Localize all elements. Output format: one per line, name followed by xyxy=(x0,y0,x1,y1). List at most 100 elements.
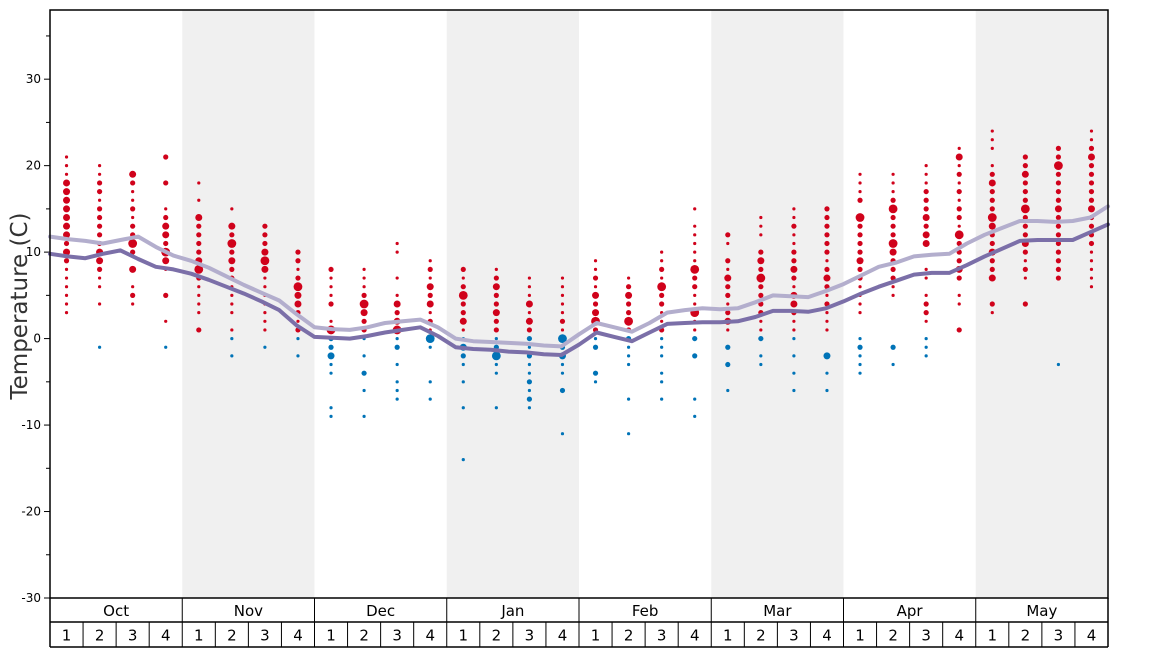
warm-reading-dot xyxy=(228,257,236,265)
week-label: 4 xyxy=(161,627,171,645)
warm-reading-dot xyxy=(989,240,995,247)
warm-reading-dot xyxy=(890,214,896,221)
warm-reading-dot xyxy=(1022,249,1028,255)
warm-reading-dot xyxy=(858,189,862,194)
warm-reading-dot xyxy=(592,291,600,299)
warm-reading-dot xyxy=(428,311,432,315)
warm-reading-dot xyxy=(164,207,168,211)
warm-reading-dot xyxy=(328,301,334,307)
warm-reading-dot xyxy=(426,283,434,291)
warm-reading-dot xyxy=(825,259,829,263)
cold-reading-dot xyxy=(792,388,796,393)
warm-reading-dot xyxy=(693,241,697,246)
cold-reading-dot xyxy=(891,362,895,367)
warm-reading-dot xyxy=(858,285,862,289)
warm-reading-dot xyxy=(693,207,697,211)
warm-reading-dot xyxy=(990,164,994,168)
warm-reading-dot xyxy=(560,285,565,289)
cold-reading-dot xyxy=(660,354,664,358)
warm-reading-dot xyxy=(957,293,961,297)
warm-reading-dot xyxy=(263,276,267,280)
cold-reading-dot xyxy=(361,370,367,376)
cold-reading-dot xyxy=(394,344,400,350)
cold-reading-dot xyxy=(725,344,731,350)
warm-reading-dot xyxy=(758,249,764,255)
warm-reading-dot xyxy=(395,241,399,246)
warm-reading-dot xyxy=(263,311,267,315)
month-label: Nov xyxy=(234,602,263,620)
cold-reading-dot xyxy=(395,380,399,384)
week-label: 4 xyxy=(425,627,435,645)
month-label: Oct xyxy=(103,602,129,620)
month-label: Dec xyxy=(366,602,395,620)
warm-reading-dot xyxy=(64,302,69,306)
warm-reading-dot xyxy=(725,258,731,264)
warm-reading-dot xyxy=(625,284,632,290)
warm-reading-dot xyxy=(1055,180,1062,186)
warm-reading-dot xyxy=(1054,205,1062,213)
week-label: 2 xyxy=(756,627,766,645)
cold-reading-dot xyxy=(494,362,498,367)
warm-reading-dot xyxy=(162,257,170,265)
warm-reading-dot xyxy=(194,265,204,274)
warm-reading-dot xyxy=(1055,266,1062,273)
warm-reading-dot xyxy=(693,302,697,306)
week-label: 3 xyxy=(789,627,799,645)
warm-reading-dot xyxy=(526,327,533,333)
month-label: Apr xyxy=(897,602,924,620)
warm-reading-dot xyxy=(63,205,71,213)
warm-reading-dot xyxy=(957,164,961,168)
warm-reading-dot xyxy=(1088,188,1095,195)
warm-reading-dot xyxy=(128,239,138,248)
warm-reading-dot xyxy=(625,310,632,316)
warm-reading-dot xyxy=(858,172,862,176)
warm-reading-dot xyxy=(63,248,71,256)
warm-reading-dot xyxy=(1088,163,1095,169)
cold-reading-dot xyxy=(924,354,928,358)
warm-reading-dot xyxy=(261,248,269,256)
cold-reading-dot xyxy=(626,354,631,358)
warm-reading-dot xyxy=(792,285,796,289)
week-label: 2 xyxy=(492,627,502,645)
warm-reading-dot xyxy=(227,239,237,248)
cold-reading-dot xyxy=(660,380,664,384)
cold-reading-dot xyxy=(296,336,300,341)
warm-reading-dot xyxy=(362,285,366,289)
warm-reading-dot xyxy=(229,249,235,255)
warm-reading-dot xyxy=(1023,259,1027,263)
warm-reading-dot xyxy=(1089,129,1094,133)
warm-reading-dot xyxy=(855,213,865,222)
warm-reading-dot xyxy=(197,181,201,185)
warm-reading-dot xyxy=(130,249,136,255)
warm-reading-dot xyxy=(825,311,829,315)
warm-reading-dot xyxy=(163,292,169,298)
warm-reading-dot xyxy=(493,327,499,333)
cold-reading-dot xyxy=(792,371,796,375)
warm-reading-dot xyxy=(262,223,268,229)
cold-reading-dot xyxy=(428,345,432,349)
warm-reading-dot xyxy=(460,284,466,290)
warm-reading-dot xyxy=(857,249,863,255)
warm-reading-dot xyxy=(891,189,895,194)
warm-reading-dot xyxy=(625,301,632,307)
warm-reading-dot xyxy=(228,222,236,230)
warm-reading-dot xyxy=(458,290,468,300)
month-bands xyxy=(182,10,1108,598)
week-label: 1 xyxy=(62,627,72,645)
warm-reading-dot xyxy=(956,171,962,177)
warm-reading-dot xyxy=(857,266,863,273)
warm-reading-dot xyxy=(296,319,300,323)
warm-reading-dot xyxy=(957,224,961,228)
warm-reading-dot xyxy=(162,231,170,239)
warm-reading-dot xyxy=(922,231,930,239)
cold-reading-dot xyxy=(692,335,698,342)
warm-reading-dot xyxy=(989,197,995,203)
warm-reading-dot xyxy=(923,197,929,203)
cold-reading-dot xyxy=(593,380,598,384)
warm-reading-dot xyxy=(197,302,201,306)
warm-reading-dot xyxy=(1088,171,1095,177)
warm-reading-dot xyxy=(1089,138,1094,142)
week-label: 3 xyxy=(392,627,402,645)
cold-reading-dot xyxy=(660,371,664,375)
cold-reading-dot xyxy=(593,336,598,341)
